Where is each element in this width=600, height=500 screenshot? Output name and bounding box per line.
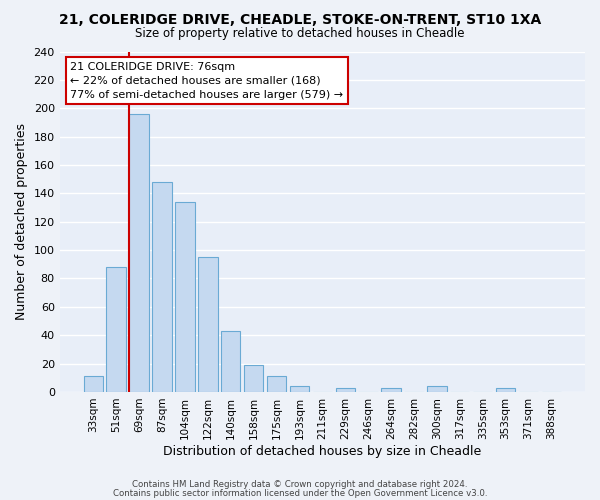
X-axis label: Distribution of detached houses by size in Cheadle: Distribution of detached houses by size … [163, 444, 481, 458]
Text: Contains HM Land Registry data © Crown copyright and database right 2024.: Contains HM Land Registry data © Crown c… [132, 480, 468, 489]
Text: Size of property relative to detached houses in Cheadle: Size of property relative to detached ho… [135, 28, 465, 40]
Bar [221, 331, 241, 392]
Bar [130, 114, 149, 392]
Bar [382, 388, 401, 392]
Bar [335, 388, 355, 392]
Bar [106, 267, 126, 392]
Y-axis label: Number of detached properties: Number of detached properties [15, 123, 28, 320]
Bar [496, 388, 515, 392]
Text: 21 COLERIDGE DRIVE: 76sqm
← 22% of detached houses are smaller (168)
77% of semi: 21 COLERIDGE DRIVE: 76sqm ← 22% of detac… [70, 62, 343, 100]
Text: 21, COLERIDGE DRIVE, CHEADLE, STOKE-ON-TRENT, ST10 1XA: 21, COLERIDGE DRIVE, CHEADLE, STOKE-ON-T… [59, 12, 541, 26]
Bar [427, 386, 446, 392]
Text: Contains public sector information licensed under the Open Government Licence v3: Contains public sector information licen… [113, 488, 487, 498]
Bar [267, 376, 286, 392]
Bar [83, 376, 103, 392]
Bar [152, 182, 172, 392]
Bar [244, 365, 263, 392]
Bar [290, 386, 309, 392]
Bar [198, 257, 218, 392]
Bar [175, 202, 194, 392]
